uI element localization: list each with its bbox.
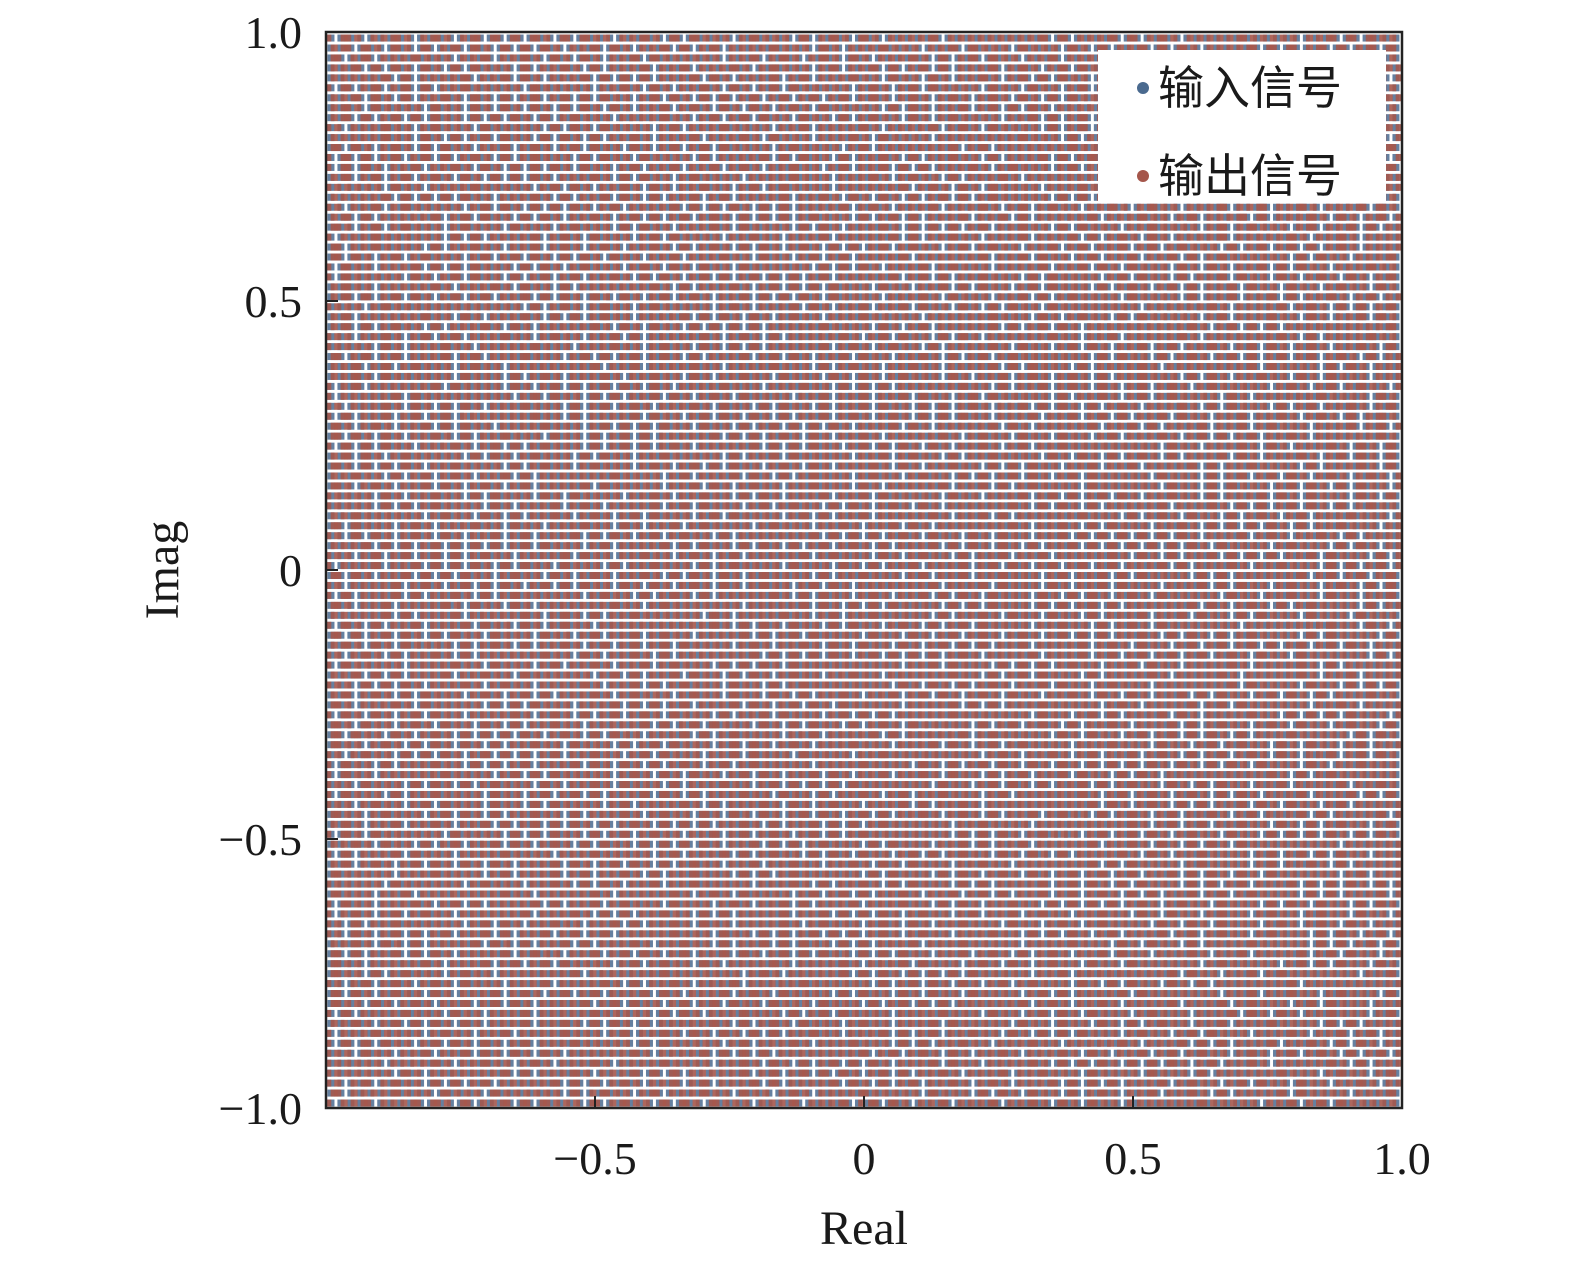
constellation-chart: −0.5 0 0.5 1.0 1.00.50−0.5−1.0 Real Imag 输入… xyxy=(136,7,1431,1255)
